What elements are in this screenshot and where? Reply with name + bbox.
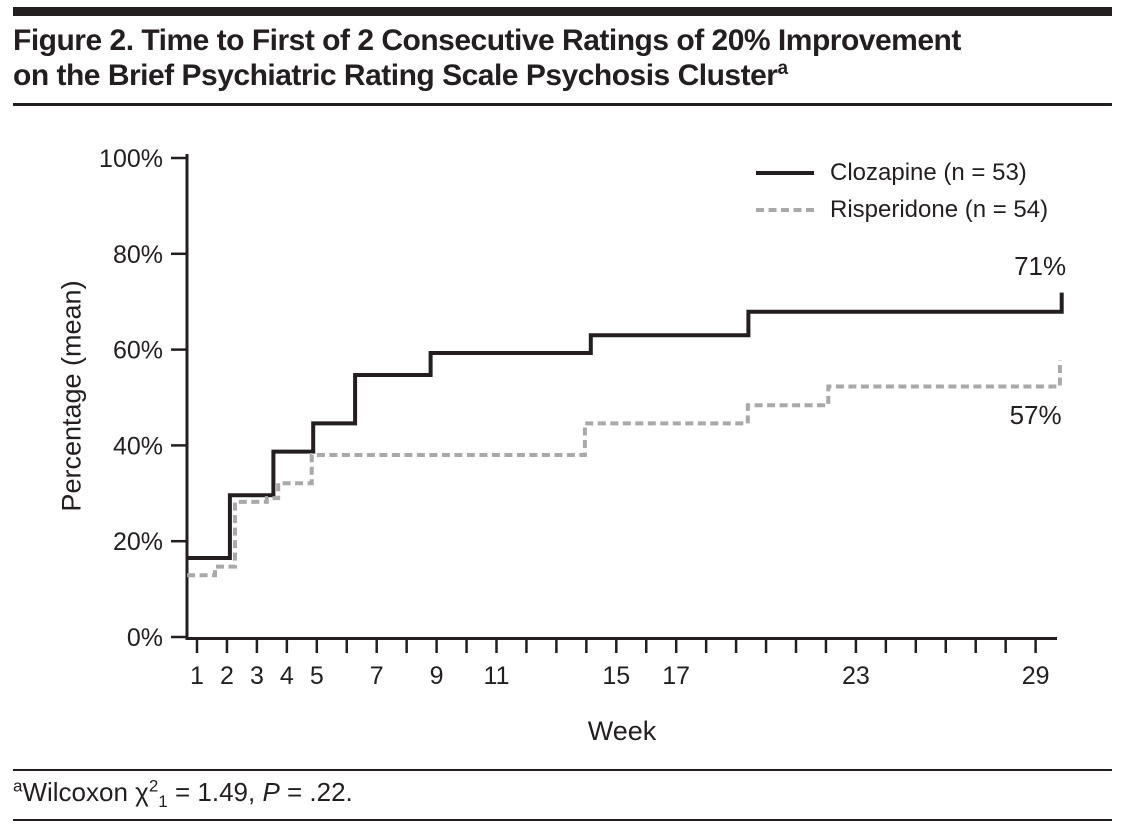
- survival-step-chart: 0%20%40%60%80%100% 1 2 3 4 5 7 9 11 15 17 23 29 71%…: [99, 145, 1066, 690]
- figure-title-line2: on the Brief Psychiatric Rating Scale Ps…: [13, 58, 788, 92]
- solid-line-swatch-icon: [756, 170, 814, 175]
- legend-item-clozapine: Clozapine (n = 53): [756, 154, 1048, 191]
- y-tick-label: 80%: [113, 241, 163, 269]
- x-tick-label: 5: [310, 662, 324, 690]
- legend-label-clozapine: Clozapine (n = 53): [830, 158, 1027, 186]
- risperidone-final-value-label: 57%: [1010, 400, 1062, 430]
- legend-item-risperidone: Risperidone (n = 54): [756, 191, 1048, 228]
- y-axis-title: Percentage (mean): [56, 280, 87, 512]
- clozapine-final-value-label: 71%: [1014, 251, 1066, 281]
- x-tick-label: 29: [1022, 662, 1050, 690]
- title-divider-rule: [13, 103, 1112, 106]
- y-tick-label: 20%: [113, 528, 163, 556]
- footnote-marker-superscript: a: [777, 58, 788, 79]
- dashed-line-swatch-icon: [756, 207, 814, 212]
- p-label: P: [262, 777, 280, 807]
- footnote-statistic: = 1.49,: [167, 777, 263, 807]
- risperidone-step-line: [187, 360, 1062, 578]
- y-tick-label: 100%: [99, 145, 163, 173]
- x-axis-title: Week: [587, 716, 657, 746]
- chi-square-superscript: 2: [148, 776, 159, 796]
- x-tick-label: 9: [430, 662, 444, 690]
- y-tick-label: 40%: [113, 432, 163, 460]
- figure-top-bar: [13, 7, 1112, 16]
- chart-series: 71% 57%: [187, 251, 1066, 578]
- x-tick-label: 2: [220, 662, 234, 690]
- figure-title: Figure 2. Time to First of 2 Consecutive…: [13, 23, 1113, 93]
- x-tick-label: 4: [280, 662, 294, 690]
- figure-footnote: aWilcoxon χ21 = 1.49, P = .22.: [13, 769, 1112, 821]
- x-tick-label: 17: [662, 662, 690, 690]
- x-tick-label: 11: [484, 662, 510, 690]
- legend-label-risperidone: Risperidone (n = 54): [830, 195, 1049, 223]
- figure-title-line1: Figure 2. Time to First of 2 Consecutive…: [13, 24, 961, 57]
- x-axis-ticks: 1 2 3 4 5 7 9 11 15 17 23 29: [190, 640, 1050, 690]
- x-tick-label: 23: [842, 662, 870, 690]
- y-tick-label: 60%: [113, 337, 163, 365]
- footnote-marker: a: [13, 776, 23, 796]
- x-tick-label: 3: [250, 662, 264, 690]
- y-axis-ticks: 0% 20% 40% 60% 80% 100%: [99, 145, 186, 652]
- footnote-text: Wilcoxon χ: [22, 777, 149, 807]
- clozapine-step-line: [187, 292, 1064, 560]
- y-tick-label: 0%: [127, 624, 163, 652]
- x-tick-label: 1: [190, 662, 204, 690]
- chart-legend: Clozapine (n = 53) Risperidone (n = 54): [756, 154, 1048, 228]
- p-value: = .22.: [279, 777, 353, 807]
- x-tick-label: 15: [602, 662, 630, 690]
- x-tick-label: 7: [370, 662, 384, 690]
- chi-square-subscript: 1: [158, 792, 168, 812]
